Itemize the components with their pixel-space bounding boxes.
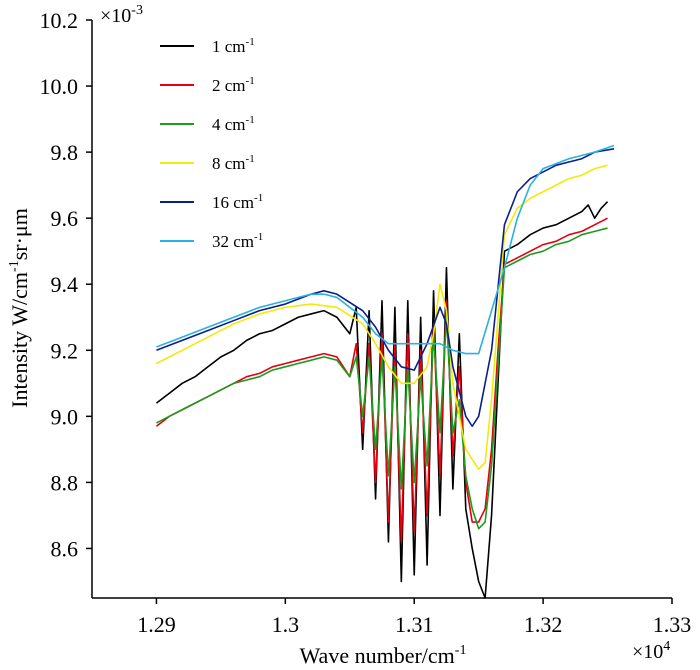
series-line-2 bbox=[155, 217, 608, 543]
y-tick-label: 9.6 bbox=[51, 206, 79, 231]
x-tick-label: 1.33 bbox=[653, 612, 692, 637]
y-tick-label: 9.2 bbox=[51, 338, 79, 363]
y-tick-label: 8.8 bbox=[51, 470, 79, 495]
series-line-3 bbox=[156, 227, 608, 530]
series-line-4 bbox=[156, 164, 608, 470]
legend-label: 2 cm-1 bbox=[212, 75, 255, 95]
legend-label: 32 cm-1 bbox=[212, 231, 263, 251]
x-tick-label: 1.3 bbox=[272, 612, 300, 637]
legend-label: 4 cm-1 bbox=[212, 114, 255, 134]
y-tick-label: 8.6 bbox=[51, 536, 79, 561]
legend-label: 16 cm-1 bbox=[212, 192, 263, 212]
x-tick-label: 1.29 bbox=[137, 612, 176, 637]
x-tick-label: 1.32 bbox=[524, 612, 563, 637]
legend: 1 cm-1 2 cm-1 4 cm-1 8 cm-1 16 cm-1 32 cm-1 bbox=[160, 36, 263, 251]
x-exponent-label: ×104 bbox=[632, 639, 670, 663]
x-axis-title: Wave number/cm-1 bbox=[300, 643, 467, 668]
series-line-6 bbox=[156, 144, 615, 355]
y-exponent-label: ×10-3 bbox=[100, 3, 143, 27]
y-tick-label: 10.2 bbox=[40, 8, 79, 33]
y-tick-label: 9.4 bbox=[51, 272, 79, 297]
y-tick-label: 9.0 bbox=[51, 404, 79, 429]
legend-label: 8 cm-1 bbox=[212, 153, 255, 173]
series-layer bbox=[155, 144, 615, 599]
series-line-5 bbox=[156, 148, 615, 428]
y-tick-label: 9.8 bbox=[51, 140, 79, 165]
axes: 1.29 1.3 1.31 1.32 1.33 8.6 8.8 9.0 9.2 9.4 9.6 9.8… bbox=[40, 8, 692, 637]
y-tick-label: 10.0 bbox=[40, 74, 79, 99]
series-line-1 bbox=[155, 201, 609, 599]
legend-label: 1 cm-1 bbox=[212, 36, 255, 56]
x-tick-label: 1.31 bbox=[395, 612, 434, 637]
y-axis-title: Intensity W/cm-1sr·μm bbox=[7, 208, 32, 408]
